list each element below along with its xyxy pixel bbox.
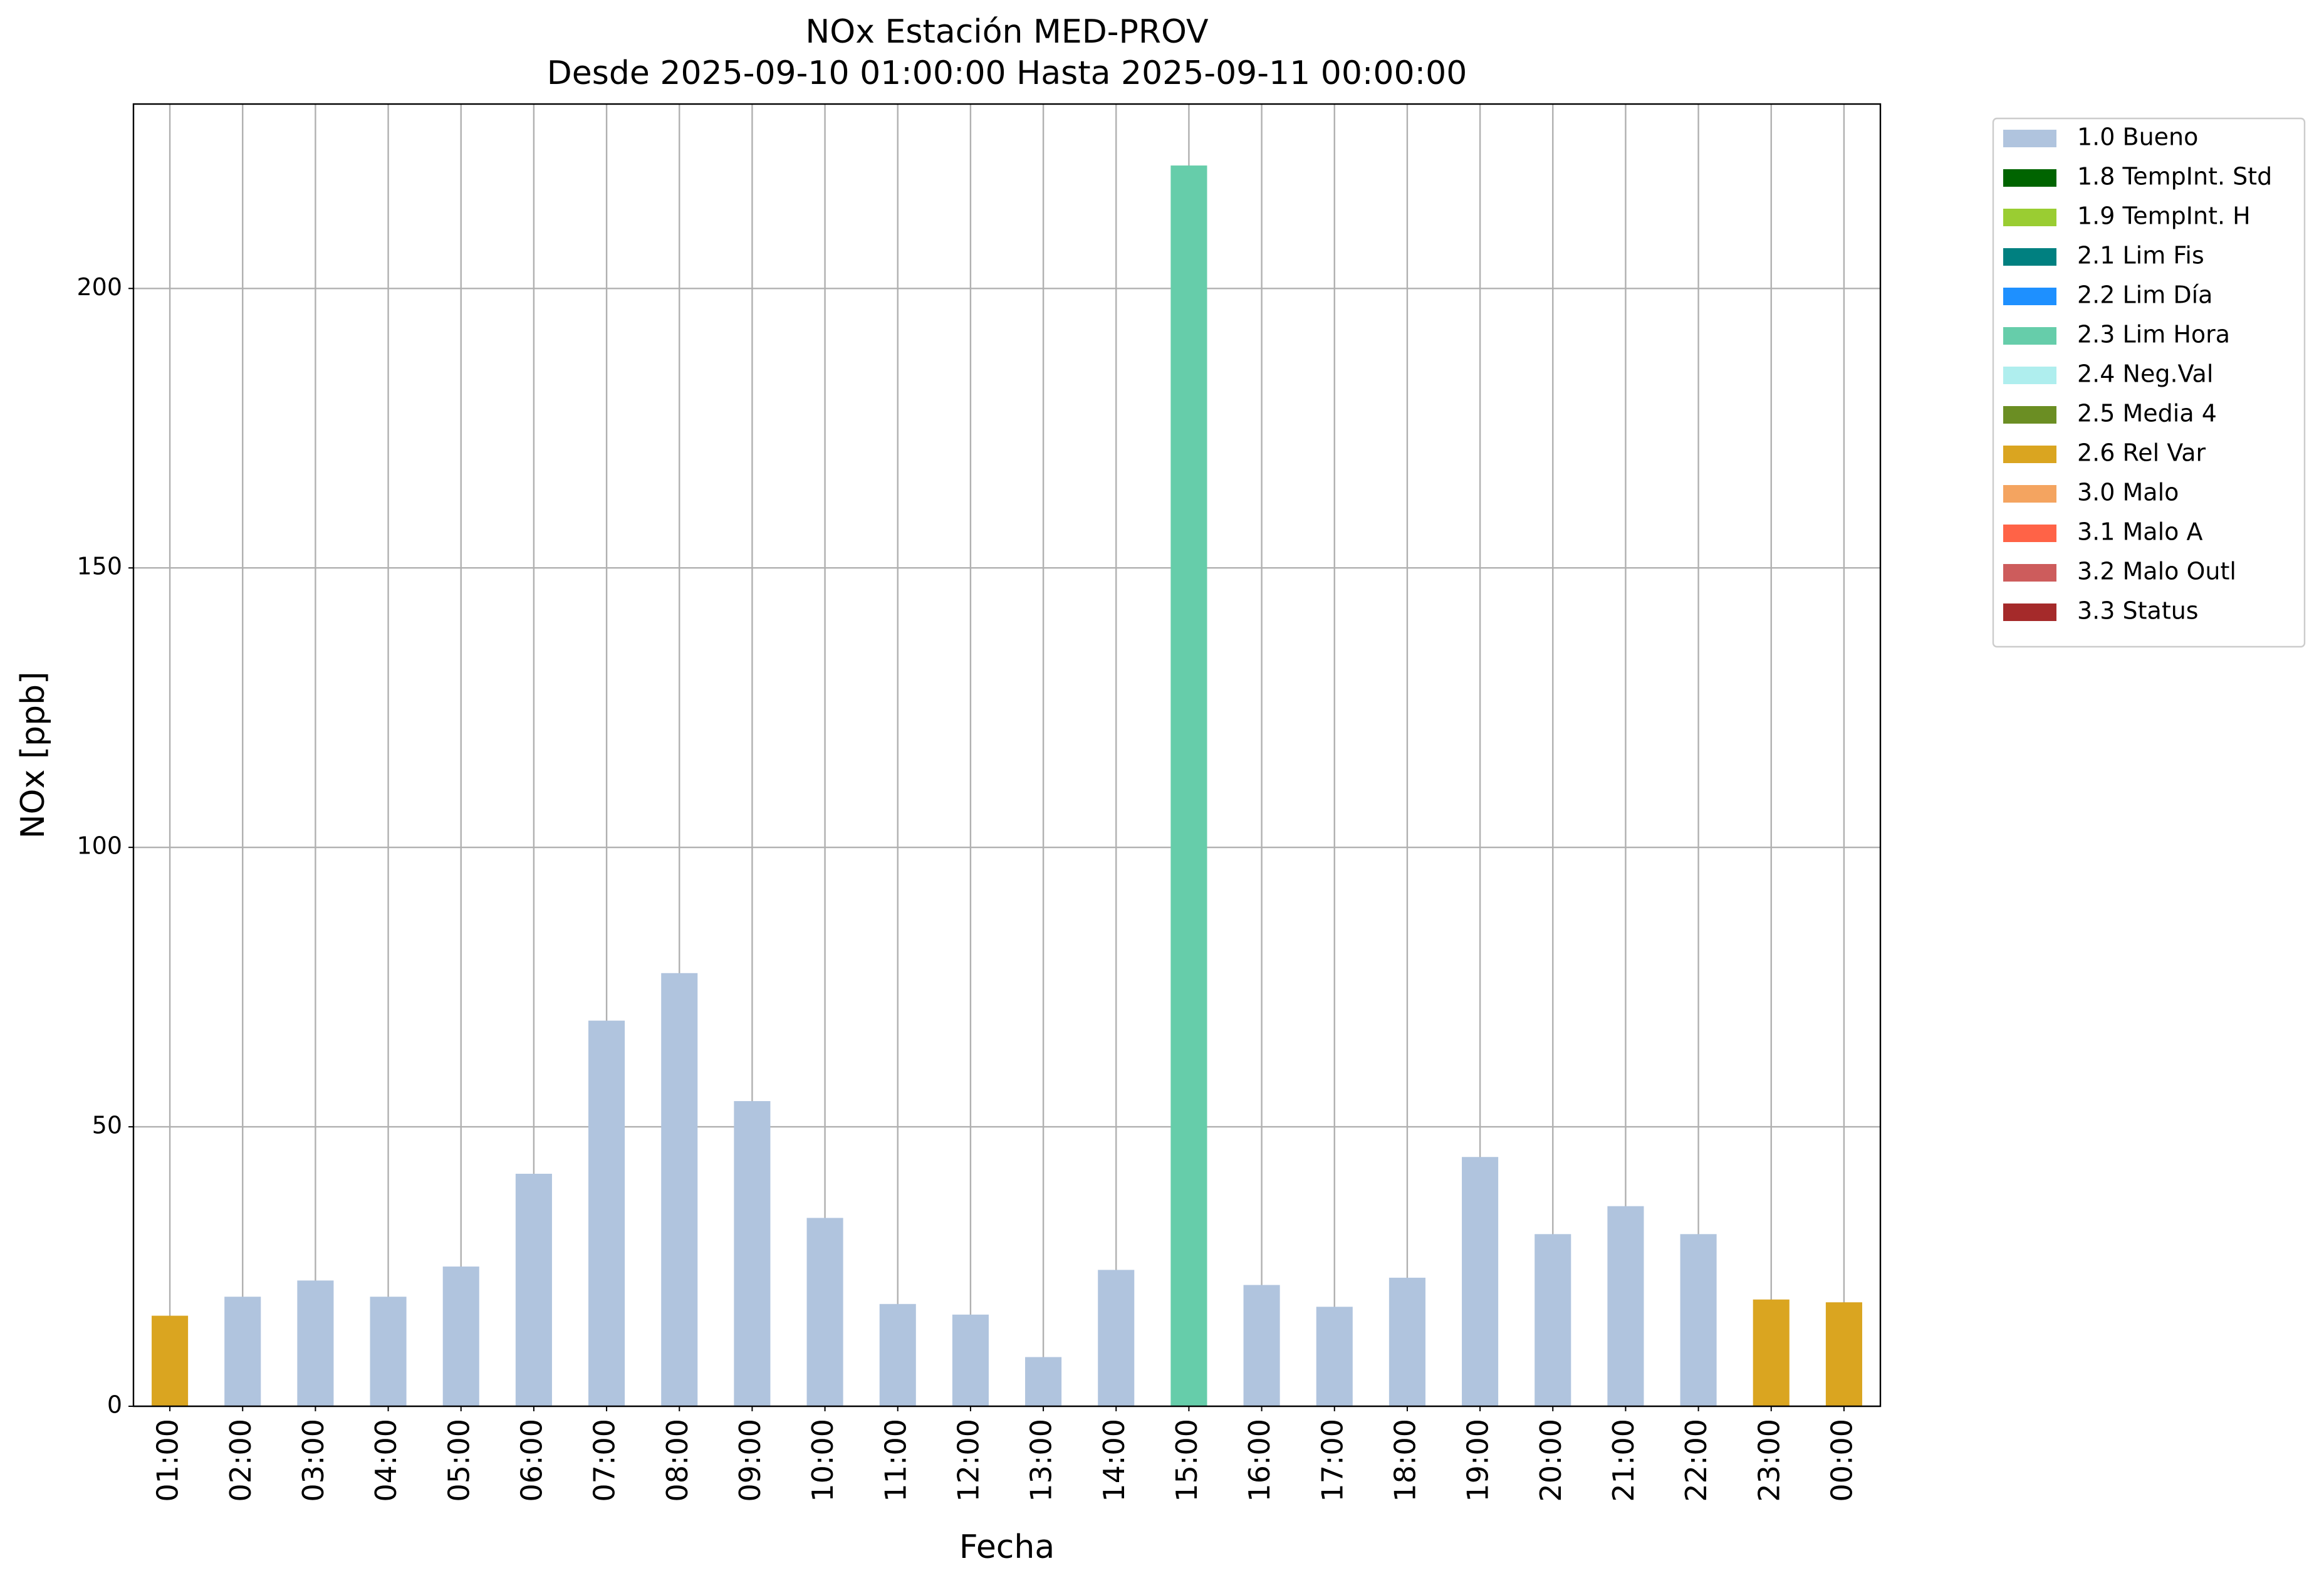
chart-title: NOx Estación MED-PROV: [805, 13, 1209, 51]
x-tick-label: 04:00: [369, 1419, 403, 1502]
x-tick-label: 14:00: [1097, 1419, 1131, 1502]
legend-label: 1.0 Bueno: [2077, 123, 2198, 151]
x-tick-label: 01:00: [151, 1419, 185, 1502]
x-tick-label: 07:00: [588, 1419, 622, 1502]
legend-box: [1992, 117, 2306, 648]
bar: [1025, 1357, 1062, 1406]
x-tick-label: 06:00: [514, 1419, 548, 1502]
bar: [1170, 165, 1207, 1406]
x-axis-label: Fecha: [959, 1528, 1055, 1566]
x-tick-label: 09:00: [733, 1419, 767, 1502]
x-tick-label: 00:00: [1825, 1419, 1858, 1502]
legend-label: 2.6 Rel Var: [2077, 439, 2206, 467]
legend-label: 1.9 TempInt. H: [2077, 202, 2251, 230]
legend-swatch: [2003, 446, 2056, 463]
x-tick-label: 16:00: [1243, 1419, 1276, 1502]
bar: [1607, 1206, 1644, 1406]
bar: [734, 1101, 771, 1406]
legend-swatch: [2003, 603, 2056, 621]
legend-swatch: [2003, 248, 2056, 266]
x-tick-label: 15:00: [1170, 1419, 1204, 1502]
legend-swatch: [2003, 564, 2056, 582]
bar: [879, 1303, 916, 1406]
legend-label: 3.0 Malo: [2077, 479, 2179, 506]
bar: [1680, 1234, 1717, 1406]
legend-label: 2.1 Lim Fis: [2077, 242, 2204, 269]
legend-swatch: [2003, 525, 2056, 542]
bar: [515, 1173, 552, 1406]
x-tick-label: 08:00: [660, 1419, 694, 1502]
y-tick-label: 50: [92, 1112, 122, 1139]
legend-swatch: [2003, 209, 2056, 226]
legend-label: 2.4 Neg.Val: [2077, 360, 2213, 388]
plot-frame: [132, 103, 1882, 1408]
legend-swatch: [2003, 169, 2056, 187]
x-tick-label: 12:00: [951, 1419, 985, 1502]
legend-swatch: [2003, 406, 2056, 424]
bar: [1316, 1307, 1353, 1406]
bar: [224, 1297, 261, 1406]
legend-label: 2.3 Lim Hora: [2077, 321, 2230, 348]
legend-swatch: [2003, 327, 2056, 345]
chart-subtitle: Desde 2025-09-10 01:00:00 Hasta 2025-09-…: [547, 55, 1467, 92]
x-tick-label: 20:00: [1534, 1419, 1568, 1502]
bar: [1243, 1285, 1280, 1406]
x-tick-label: 17:00: [1315, 1419, 1349, 1502]
x-tick-label: 03:00: [296, 1419, 330, 1502]
legend-label: 2.2 Lim Día: [2077, 281, 2212, 309]
bar: [1535, 1234, 1571, 1406]
bar: [1753, 1299, 1790, 1406]
bar: [152, 1315, 189, 1406]
x-tick-label: 18:00: [1388, 1419, 1422, 1502]
legend-label: 2.5 Media 4: [2077, 400, 2217, 427]
y-tick-label: 150: [76, 553, 122, 580]
legend-swatch: [2003, 130, 2056, 147]
y-tick-label: 100: [76, 832, 122, 860]
bar: [1389, 1277, 1425, 1406]
legend-swatch: [2003, 367, 2056, 384]
x-tick-label: 11:00: [878, 1419, 912, 1502]
bar: [1462, 1157, 1499, 1406]
x-tick-label: 23:00: [1752, 1419, 1786, 1502]
y-tick-label: 0: [107, 1391, 122, 1419]
y-tick-label: 200: [76, 273, 122, 301]
x-tick-label: 13:00: [1024, 1419, 1058, 1502]
bar: [661, 973, 698, 1406]
bar: [442, 1267, 479, 1406]
legend-swatch: [2003, 288, 2056, 305]
x-tick-label: 19:00: [1461, 1419, 1495, 1502]
bar: [952, 1314, 989, 1406]
legend-label: 1.8 TempInt. Std: [2077, 163, 2272, 191]
legend-label: 3.2 Malo Outl: [2077, 558, 2236, 585]
bar: [370, 1297, 407, 1406]
bar: [588, 1020, 625, 1406]
x-tick-label: 22:00: [1679, 1419, 1713, 1502]
bar: [1098, 1270, 1135, 1406]
bar: [1825, 1302, 1862, 1406]
bar: [806, 1218, 843, 1406]
y-axis-label: NOx [ppb]: [14, 672, 52, 839]
legend-label: 3.1 Malo A: [2077, 518, 2202, 546]
x-tick-label: 21:00: [1607, 1419, 1640, 1502]
legend-label: 3.3 Status: [2077, 597, 2199, 625]
x-tick-label: 10:00: [806, 1419, 840, 1502]
legend-swatch: [2003, 485, 2056, 503]
x-tick-label: 02:00: [224, 1419, 258, 1502]
x-tick-label: 05:00: [442, 1419, 476, 1502]
bar: [297, 1280, 334, 1406]
